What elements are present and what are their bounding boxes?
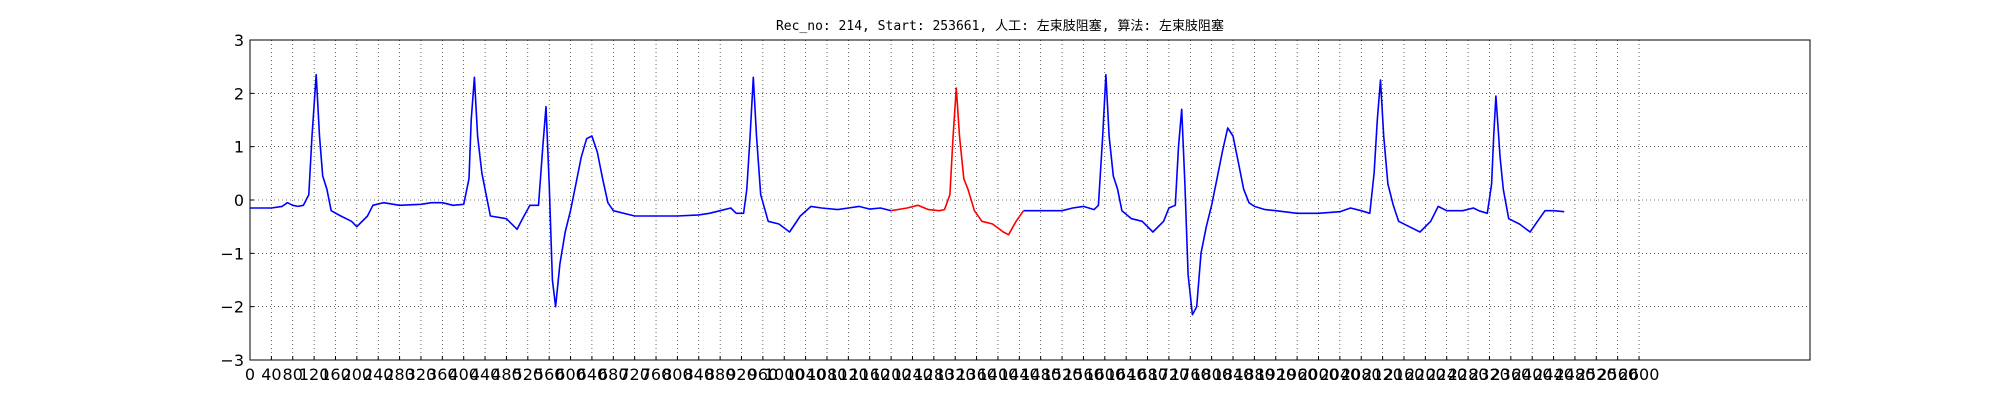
x-tick-label: 480	[491, 365, 522, 384]
y-tick-label: −2	[220, 298, 244, 317]
ecg-series-line-3	[1023, 73, 1565, 316]
x-tick-label: 1280	[913, 365, 954, 384]
x-tick-label: 1880	[1234, 365, 1275, 384]
x-tick-label: 2120	[1362, 365, 1403, 384]
y-tick-label: 0	[234, 191, 244, 210]
y-axis: 3 2 1 0 −1 −2 −3	[220, 31, 254, 370]
chart-title: Rec_no: 214, Start: 253661, 人工: 左束肢阻塞, 算…	[776, 18, 1224, 34]
x-tick-label: 160	[320, 365, 351, 384]
x-tick-label: 2520	[1576, 365, 1617, 384]
x-tick-label: 640	[577, 365, 608, 384]
x-tick-label: 1080	[807, 365, 848, 384]
x-tick-label: 1240	[892, 365, 933, 384]
x-tick-label: 560	[534, 365, 565, 384]
ecg-series-line-1	[250, 73, 892, 308]
x-tick-label: 1320	[935, 365, 976, 384]
x-tick-label: 40	[261, 365, 281, 384]
x-tick-label: 760	[641, 365, 672, 384]
x-tick-label: 2200	[1405, 365, 1446, 384]
x-tick-label: 1200	[871, 365, 912, 384]
x-tick-label: 440	[470, 365, 501, 384]
x-tick-label: 80	[283, 365, 303, 384]
x-tick-label: 2480	[1555, 365, 1596, 384]
x-tick-label: 2280	[1448, 365, 1489, 384]
x-tick-label: 280	[384, 365, 415, 384]
x-tick-label: 2040	[1320, 365, 1361, 384]
x-tick-label: 1160	[849, 365, 890, 384]
x-tick-label: 2000	[1298, 365, 1339, 384]
y-tick-label: 1	[234, 138, 244, 157]
x-tick-label: 680	[598, 365, 629, 384]
x-tick-label: 360	[427, 365, 458, 384]
x-tick-label: 2320	[1469, 365, 1510, 384]
y-tick-label: −1	[220, 244, 244, 263]
x-tick-label: 1000	[764, 365, 805, 384]
x-tick-label: 2440	[1533, 365, 1574, 384]
x-tick-label: 600	[555, 365, 586, 384]
x-tick-label: 1480	[1020, 365, 1061, 384]
x-tick-label: 1440	[999, 365, 1040, 384]
x-tick-label: 1400	[978, 365, 1019, 384]
x-axis: 0 40 8012016020024028032036040044048052056…	[245, 356, 1659, 384]
x-tick-label: 2560	[1597, 365, 1638, 384]
x-tick-label: 1800	[1191, 365, 1232, 384]
x-tick-label: 1560	[1063, 365, 1104, 384]
x-tick-label: 2240	[1426, 365, 1467, 384]
x-tick-label: 400	[448, 365, 479, 384]
x-tick-label: 1720	[1149, 365, 1190, 384]
x-tick-label: 1600	[1084, 365, 1125, 384]
x-tick-label: 2360	[1490, 365, 1531, 384]
x-tick-label: 1040	[785, 365, 826, 384]
x-tick-label: 2080	[1341, 365, 1382, 384]
ecg-series-line-2	[890, 87, 1025, 236]
x-tick-label: 520	[513, 365, 544, 384]
y-tick-label: 2	[234, 84, 244, 103]
x-tick-label: 1680	[1127, 365, 1168, 384]
x-tick-label: 1920	[1255, 365, 1296, 384]
x-tick-label: 0	[245, 365, 255, 384]
x-tick-label: 2600	[1619, 365, 1660, 384]
x-tick-label: 2160	[1384, 365, 1425, 384]
x-tick-label: 880	[705, 365, 736, 384]
x-tick-label: 920	[726, 365, 757, 384]
x-tick-label: 1760	[1170, 365, 1211, 384]
x-tick-label: 2400	[1512, 365, 1553, 384]
x-tick-label: 120	[299, 365, 330, 384]
series-group	[250, 73, 1565, 316]
x-tick-label: 240	[363, 365, 394, 384]
x-tick-label: 1520	[1042, 365, 1083, 384]
x-tick-label: 1360	[956, 365, 997, 384]
x-tick-label: 800	[662, 365, 693, 384]
x-tick-label: 320	[406, 365, 437, 384]
x-tick-label: 720	[619, 365, 650, 384]
x-tick-label: 1640	[1106, 365, 1147, 384]
x-tick-label: 1840	[1213, 365, 1254, 384]
y-tick-label: 3	[234, 31, 244, 50]
y-tick-label: −3	[220, 351, 244, 370]
x-tick-label: 200	[342, 365, 373, 384]
x-tick-label: 840	[683, 365, 714, 384]
x-tick-label: 1960	[1277, 365, 1318, 384]
grid	[250, 40, 1810, 360]
x-tick-label: 1120	[828, 365, 869, 384]
x-tick-label: 960	[748, 365, 779, 384]
